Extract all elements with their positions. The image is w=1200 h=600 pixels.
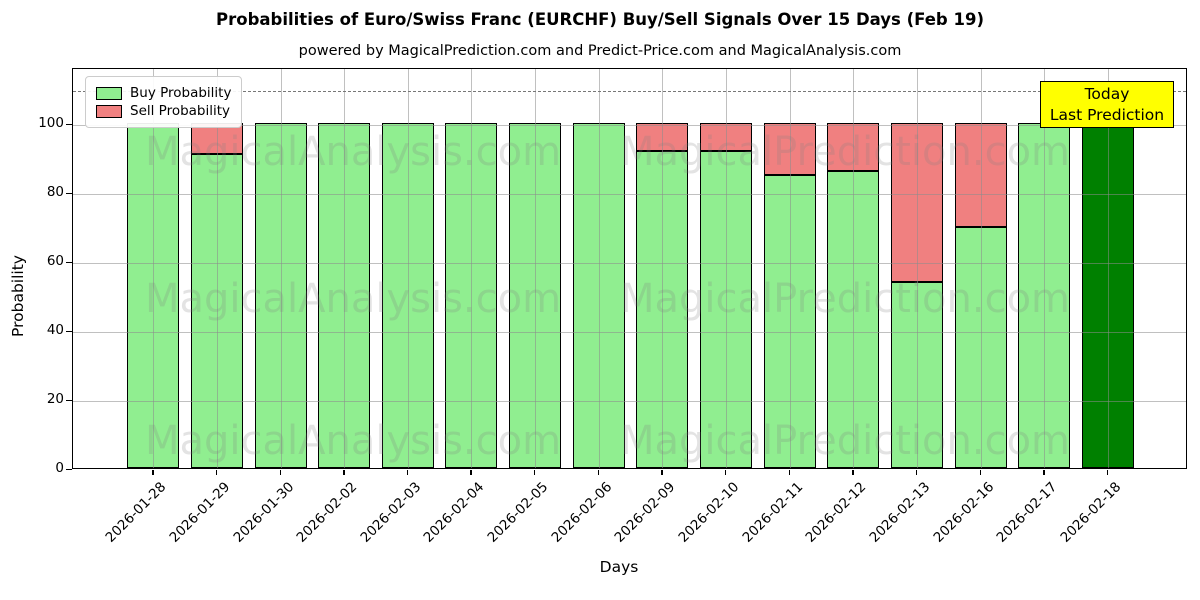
x-tick-label: 2026-01-29	[166, 479, 234, 546]
y-tick-label: 0	[55, 460, 64, 476]
legend-label-buy: Buy Probability	[130, 85, 232, 101]
gridline-v	[216, 69, 218, 468]
gridline-v	[917, 69, 918, 468]
gridline-v	[280, 69, 282, 468]
x-tick	[470, 470, 472, 475]
x-tick-label: 2026-02-17	[993, 479, 1061, 546]
x-tick	[343, 470, 345, 475]
y-tick-label: 60	[46, 253, 64, 269]
y-axis-label: Probability	[9, 255, 27, 337]
y-tick	[66, 262, 72, 264]
gridline-v	[1107, 69, 1109, 468]
y-tick	[66, 400, 72, 402]
gridline-h	[73, 401, 1186, 402]
gridline-v	[535, 69, 537, 468]
y-tick	[66, 469, 72, 471]
x-tick	[979, 470, 982, 475]
x-tick	[215, 470, 218, 475]
legend: Buy Probability Sell Probability	[85, 76, 243, 128]
gridline-h	[73, 263, 1186, 264]
x-tick-label: 2026-02-05	[484, 479, 552, 546]
legend-item-buy: Buy Probability	[96, 85, 231, 101]
x-tick	[152, 470, 154, 475]
gridline-v	[726, 69, 728, 468]
x-tick-label: 2026-02-06	[548, 479, 616, 546]
gridline-v	[980, 69, 982, 468]
gridline-v	[1044, 69, 1046, 468]
x-axis-label: Days	[599, 558, 639, 576]
chart-subtitle: powered by MagicalPrediction.com and Pre…	[298, 43, 902, 59]
gridline-v	[471, 69, 473, 468]
x-tick	[661, 470, 663, 475]
y-tick	[66, 331, 72, 333]
today-annotation-line1: Today	[1084, 84, 1130, 103]
gridline-v	[344, 69, 346, 468]
x-tick-label: 2026-01-30	[230, 479, 297, 546]
x-tick-label: 2026-02-10	[675, 479, 743, 546]
x-tick-label: 2026-01-28	[102, 479, 170, 546]
dashed-threshold-line	[73, 90, 1186, 92]
gridline-v	[153, 69, 155, 468]
today-annotation: Today Last Prediction	[1040, 81, 1174, 128]
x-tick-label: 2026-02-12	[802, 479, 870, 546]
x-tick	[788, 470, 791, 475]
y-tick	[66, 193, 72, 195]
gridline-h	[73, 194, 1186, 195]
gridline-v	[789, 69, 791, 468]
x-tick-label: 2026-02-18	[1057, 479, 1125, 546]
gridline-v	[662, 69, 664, 468]
today-annotation-line2: Last Prediction	[1049, 105, 1165, 124]
y-tick	[66, 124, 72, 126]
gridline-v	[853, 69, 855, 468]
gridline-h	[73, 332, 1186, 333]
x-tick	[534, 470, 536, 475]
x-tick	[279, 470, 281, 475]
plot-area	[72, 68, 1187, 469]
y-tick-label: 20	[46, 391, 64, 407]
x-tick	[1043, 470, 1045, 475]
chart-title: Probabilities of Euro/Swiss Franc (EURCH…	[216, 10, 984, 29]
x-tick	[725, 470, 727, 475]
y-tick-label: 100	[38, 115, 64, 131]
sell-swatch-icon	[96, 104, 122, 118]
y-tick-label: 80	[46, 184, 64, 200]
x-tick	[852, 470, 854, 475]
x-tick	[916, 470, 918, 475]
x-tick	[1106, 470, 1109, 475]
gridline-h	[73, 125, 1186, 126]
x-tick	[597, 470, 600, 475]
x-tick	[406, 470, 409, 475]
gridline-v	[598, 69, 600, 468]
buy-swatch-icon	[96, 86, 122, 100]
gridline-v	[407, 69, 409, 468]
x-tick-label: 2026-02-13	[866, 479, 934, 546]
x-tick-label: 2026-02-09	[611, 479, 679, 546]
x-tick-label: 2026-02-04	[420, 479, 488, 546]
x-tick-label: 2026-02-16	[930, 479, 997, 546]
x-tick-label: 2026-02-03	[357, 479, 425, 546]
y-tick-label: 40	[46, 322, 64, 338]
x-tick-label: 2026-02-11	[739, 479, 807, 546]
legend-item-sell: Sell Probability	[96, 103, 231, 119]
x-tick-label: 2026-02-02	[293, 479, 361, 546]
legend-label-sell: Sell Probability	[130, 103, 231, 119]
